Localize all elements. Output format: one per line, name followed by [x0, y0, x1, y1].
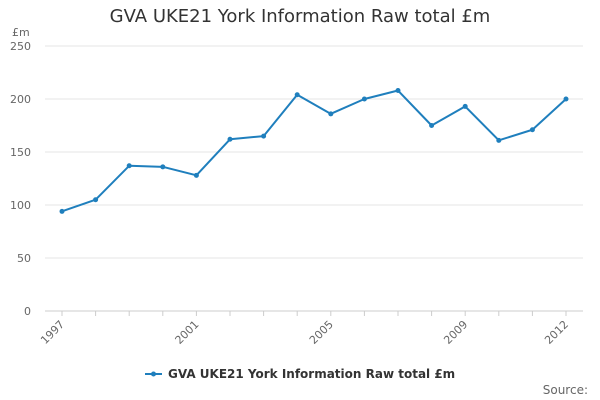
gridlines [45, 45, 583, 312]
data-point[interactable] [395, 88, 401, 94]
data-point[interactable] [126, 163, 132, 169]
y-tick-label: 50 [17, 252, 31, 265]
data-point[interactable] [496, 137, 502, 143]
y-tick-label: 200 [10, 93, 31, 106]
chart-title: GVA UKE21 York Information Raw total £m [109, 6, 491, 27]
data-point[interactable] [93, 197, 99, 203]
source-label: Source: [543, 383, 588, 397]
x-tick-label: 2005 [307, 318, 336, 347]
x-axis-ticks: 1997 2001 2005 2009 2012 [38, 311, 571, 347]
y-tick-label: 150 [10, 146, 31, 159]
legend-label: GVA UKE21 York Information Raw total £m [168, 367, 455, 381]
data-point[interactable] [59, 208, 65, 214]
data-point[interactable] [261, 133, 267, 139]
series-line [61, 89, 567, 213]
data-point[interactable] [193, 172, 199, 178]
data-point[interactable] [328, 111, 334, 117]
data-point[interactable] [429, 123, 435, 128]
y-unit-label: £m [12, 26, 30, 39]
data-point[interactable] [563, 96, 569, 102]
data-point[interactable] [529, 127, 535, 133]
y-axis-ticks: 0 50 100 150 200 250 [10, 40, 31, 318]
data-point[interactable] [294, 92, 300, 98]
legend[interactable]: GVA UKE21 York Information Raw total £m [145, 367, 455, 381]
x-tick-label: 2012 [542, 318, 571, 347]
legend-marker-icon [151, 371, 156, 377]
data-point[interactable] [462, 103, 468, 109]
data-point[interactable] [361, 96, 367, 102]
series-layer [59, 88, 569, 214]
data-point[interactable] [227, 136, 233, 142]
x-tick-label: 2001 [173, 318, 202, 347]
y-tick-label: 0 [24, 305, 31, 318]
y-tick-label: 100 [10, 199, 31, 212]
y-tick-label: 250 [10, 40, 31, 53]
data-point[interactable] [160, 164, 166, 170]
x-tick-label: 1997 [38, 318, 67, 347]
x-tick-label: 2009 [441, 318, 470, 347]
